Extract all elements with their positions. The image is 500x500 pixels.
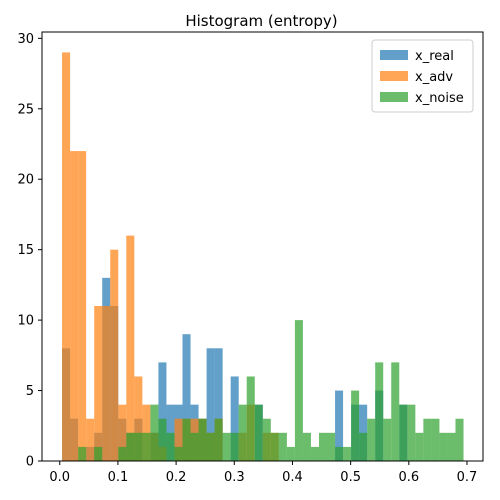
series-x_noise — [78, 320, 464, 461]
legend-label-x_real: x_real — [415, 49, 454, 64]
bar-x_noise-20 — [222, 432, 231, 461]
bar-x_noise-12 — [158, 418, 167, 461]
bar-x_noise-29 — [294, 320, 303, 461]
bar-x_noise-43 — [407, 404, 416, 461]
bar-x_noise-49 — [455, 418, 464, 461]
legend-label-x_noise: x_noise — [415, 91, 464, 106]
bar-x_real-34 — [335, 390, 344, 461]
bar-x_adv-2 — [78, 151, 87, 462]
legend-swatch-x_real — [380, 50, 408, 60]
bar-x_noise-45 — [423, 418, 432, 461]
bar-x_adv-4 — [94, 306, 103, 461]
bar-x_noise-46 — [431, 418, 440, 461]
bar-x_noise-4 — [94, 446, 103, 461]
bar-x_adv-0 — [62, 52, 71, 462]
bar-x_noise-48 — [447, 432, 456, 461]
bar-x_noise-17 — [198, 418, 207, 461]
bar-x_noise-39 — [375, 362, 384, 461]
bar-x_noise-22 — [238, 404, 247, 461]
bar-x_noise-31 — [310, 446, 319, 461]
bar-x_noise-10 — [142, 432, 151, 461]
x-tick-label: 0.2 — [166, 470, 187, 485]
bar-x_noise-47 — [439, 432, 448, 461]
bar-x_real-18 — [206, 348, 215, 461]
bar-x_noise-41 — [391, 362, 400, 461]
bar-x_noise-19 — [214, 418, 223, 461]
bar-x_noise-44 — [415, 432, 424, 461]
bar-x_noise-18 — [206, 432, 215, 461]
x-tick-label: 0.0 — [49, 470, 70, 485]
bar-x_adv-9 — [134, 376, 143, 461]
bar-x_real-21 — [230, 376, 239, 461]
bar-x_noise-25 — [262, 418, 271, 461]
x-tick-label: 0.7 — [457, 470, 478, 485]
bar-x_noise-32 — [318, 432, 328, 461]
bar-x_noise-16 — [190, 432, 199, 461]
legend-swatch-x_noise — [380, 92, 408, 102]
plot-frame — [41, 31, 484, 462]
x-tick-label: 0.3 — [224, 470, 245, 485]
y-tick-label: 25 — [17, 102, 34, 117]
bar-x_noise-7 — [118, 446, 127, 461]
bar-x_adv-3 — [86, 418, 95, 461]
bar-x_adv-8 — [126, 235, 135, 461]
x-tick-label: 0.5 — [340, 470, 361, 485]
bar-x_noise-8 — [126, 432, 135, 461]
bar-x_noise-37 — [359, 432, 368, 461]
bar-x_noise-36 — [351, 390, 360, 461]
bar-x_real-15 — [182, 334, 191, 461]
bar-x_adv-1 — [70, 151, 79, 462]
x-tick-label: 0.4 — [282, 470, 303, 485]
bars-layer — [62, 52, 464, 462]
bar-x_noise-38 — [367, 418, 376, 461]
chart-title: Histogram (entropy) — [185, 12, 337, 30]
bar-x_adv-14 — [174, 418, 183, 461]
x-tick-label: 0.6 — [398, 470, 419, 485]
legend-label-x_adv: x_adv — [415, 70, 453, 85]
bar-x_noise-26 — [270, 432, 279, 461]
bar-x_noise-42 — [399, 404, 408, 461]
bar-x_noise-27 — [278, 432, 287, 461]
bar-x_adv-6 — [110, 249, 119, 461]
y-axis: 0 5 10 15 20 25 30 — [17, 32, 42, 470]
y-tick-label: 0 — [26, 455, 34, 470]
bar-x_noise-9 — [134, 432, 143, 461]
bar-x_adv-7 — [118, 404, 127, 461]
legend-swatch-x_adv — [380, 71, 408, 81]
x-tick-label: 0.1 — [108, 470, 129, 485]
bar-x_noise-30 — [302, 432, 311, 461]
bar-x_real-19 — [214, 348, 223, 461]
bar-x_noise-35 — [343, 446, 352, 461]
y-tick-label: 10 — [17, 314, 34, 329]
bar-x_noise-40 — [383, 418, 392, 461]
y-tick-label: 20 — [17, 173, 34, 188]
bar-x_noise-15 — [182, 418, 191, 461]
y-tick-label: 5 — [26, 384, 34, 399]
bar-x_noise-28 — [286, 446, 295, 461]
bar-x_noise-11 — [150, 404, 159, 461]
bar-x_real-12 — [158, 362, 167, 461]
bar-x_noise-13 — [166, 432, 175, 461]
bar-x_noise-33 — [327, 432, 336, 461]
x-axis: 0.0 0.1 0.2 0.3 0.4 0.5 0.6 0.7 — [49, 461, 477, 485]
bar-x_noise-23 — [246, 376, 255, 461]
y-tick-label: 30 — [17, 32, 34, 47]
y-tick-label: 15 — [17, 243, 34, 258]
bar-x_noise-24 — [254, 404, 263, 461]
bar-x_adv-5 — [102, 306, 111, 461]
bar-x_noise-14 — [174, 446, 183, 461]
bar-x_noise-2 — [78, 446, 87, 461]
series-x_adv — [62, 52, 279, 462]
legend: x_real x_adv x_noise — [371, 39, 474, 113]
bar-x_noise-21 — [230, 432, 239, 461]
bar-x_noise-34 — [335, 446, 344, 461]
